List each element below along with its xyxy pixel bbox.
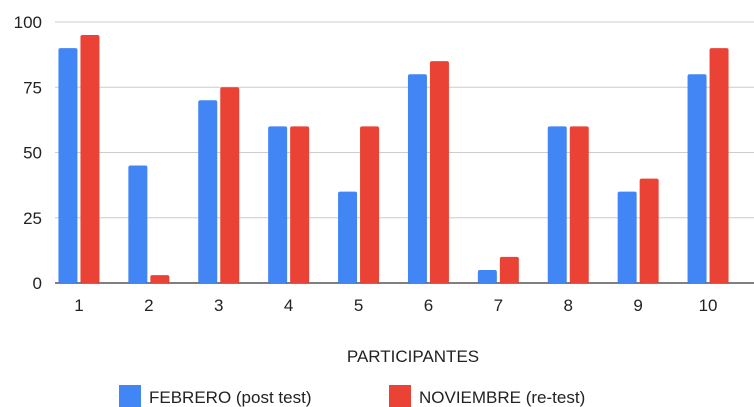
legend-label-febrero: FEBRERO (post test) xyxy=(149,388,311,407)
bar-noviembre-6 xyxy=(429,61,449,284)
bar-febrero-10 xyxy=(687,74,707,283)
x-tick-label: 2 xyxy=(144,296,153,315)
y-tick-label: 50 xyxy=(23,144,42,163)
x-axis-title: PARTICIPANTES xyxy=(347,347,479,366)
x-tick-label: 1 xyxy=(74,296,83,315)
bar-febrero-6 xyxy=(407,74,427,283)
legend: FEBRERO (post test) NOVIEMBRE (re-test) xyxy=(119,385,585,407)
y-tick-label: 75 xyxy=(23,78,42,97)
bar-noviembre-10 xyxy=(709,48,729,283)
legend-swatch-noviembre xyxy=(389,385,411,407)
bar-noviembre-9 xyxy=(639,178,659,283)
legend-label-noviembre: NOVIEMBRE (re-test) xyxy=(419,388,585,407)
x-tick-label: 7 xyxy=(494,296,503,315)
bar-febrero-2 xyxy=(128,165,148,283)
x-tick-label: 10 xyxy=(699,296,718,315)
x-axis-ticks: 1 2 3 4 5 6 7 8 9 10 xyxy=(74,296,717,315)
bar-febrero-7 xyxy=(477,269,497,283)
x-tick-label: 8 xyxy=(564,296,573,315)
y-axis-ticks: 0 25 50 75 100 xyxy=(14,13,42,293)
bar-noviembre-2 xyxy=(150,275,170,283)
bar-febrero-3 xyxy=(198,100,218,283)
gridlines xyxy=(55,21,754,284)
bar-noviembre-3 xyxy=(220,87,240,283)
bar-noviembre-4 xyxy=(290,126,310,284)
y-tick-label: 0 xyxy=(33,274,42,293)
x-tick-label: 6 xyxy=(424,296,433,315)
legend-swatch-febrero xyxy=(119,385,141,407)
x-tick-label: 9 xyxy=(633,296,642,315)
x-tick-label: 4 xyxy=(284,296,293,315)
bar-noviembre-8 xyxy=(569,126,589,284)
bar-febrero-8 xyxy=(547,126,567,284)
bar-febrero-9 xyxy=(617,191,637,283)
bar-febrero-4 xyxy=(268,126,288,284)
bar-febrero-5 xyxy=(338,191,358,283)
bar-febrero-1 xyxy=(58,48,78,283)
bar-noviembre-7 xyxy=(499,256,519,283)
bars xyxy=(58,35,729,284)
x-tick-label: 3 xyxy=(214,296,223,315)
bar-noviembre-5 xyxy=(360,126,380,284)
y-tick-label: 25 xyxy=(23,209,42,228)
bar-noviembre-1 xyxy=(80,35,100,283)
x-tick-label: 5 xyxy=(354,296,363,315)
y-tick-label: 100 xyxy=(14,13,42,32)
